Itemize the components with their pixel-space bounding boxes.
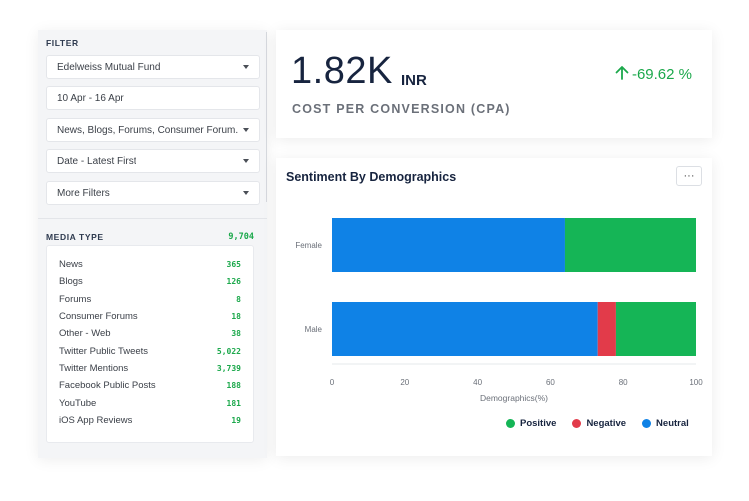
kpi-change: -69.62 %: [615, 65, 692, 84]
chevron-down-icon: [243, 159, 249, 163]
list-item-count: 5,022: [216, 346, 241, 356]
bar-neutral-male[interactable]: [332, 302, 598, 356]
list-item-count: 18: [231, 312, 241, 322]
x-tick-label: 40: [473, 378, 482, 387]
list-item-count: 8: [236, 294, 241, 304]
y-tick-label: Female: [295, 241, 322, 250]
list-item[interactable]: Forums 8: [59, 291, 241, 308]
legend-dot-icon: [642, 419, 652, 428]
legend-label: Positive: [520, 418, 557, 429]
list-item-label: Blogs: [59, 276, 83, 288]
sort-select[interactable]: Date - Latest First: [46, 149, 260, 173]
list-item-label: Twitter Mentions: [59, 362, 129, 374]
kpi-unit: INR: [401, 72, 427, 89]
panel-divider: [266, 32, 267, 202]
list-item-count: 126: [226, 277, 241, 287]
x-axis-label: Demographics(%): [480, 393, 548, 403]
list-item-count: 188: [226, 381, 241, 391]
list-item[interactable]: Facebook Public Posts 188: [59, 377, 241, 394]
list-item-count: 3,739: [216, 363, 241, 373]
list-item[interactable]: Blogs 126: [59, 273, 241, 290]
date-range-value: 10 Apr - 16 Apr: [57, 92, 124, 104]
more-filters-select[interactable]: More Filters: [46, 181, 260, 205]
list-item-label: Other - Web: [59, 328, 111, 340]
filter-panel: FILTER Edelweiss Mutual Fund 10 Apr - 16…: [38, 30, 267, 458]
sources-select-value: News, Blogs, Forums, Consumer Forum...: [57, 124, 239, 136]
arrow-up-icon: [615, 65, 629, 84]
bar-positive-male[interactable]: [615, 302, 696, 356]
legend-label: Neutral: [656, 418, 689, 429]
list-item-count: 365: [226, 260, 241, 270]
legend-item-neutral[interactable]: Neutral: [642, 418, 689, 429]
chart-legend: Positive Negative Neutral: [506, 418, 689, 429]
legend-label: Negative: [586, 418, 627, 429]
list-item-label: Consumer Forums: [59, 311, 138, 323]
list-item-label: Twitter Public Tweets: [59, 345, 149, 357]
list-item-count: 181: [226, 398, 241, 408]
x-tick-label: 80: [619, 378, 628, 387]
x-tick-label: 100: [689, 378, 703, 387]
legend-item-positive[interactable]: Positive: [506, 418, 556, 429]
list-item-label: iOS App Reviews: [59, 414, 133, 426]
list-item-count: 38: [231, 329, 241, 339]
date-range-field[interactable]: 10 Apr - 16 Apr: [46, 86, 260, 110]
sentiment-chart-card: Sentiment By Demographics ··· Female Male…: [276, 158, 712, 456]
sources-select[interactable]: News, Blogs, Forums, Consumer Forum...: [46, 118, 260, 142]
y-tick-label: Male: [305, 325, 323, 334]
chevron-down-icon: [243, 128, 249, 132]
list-item-label: Facebook Public Posts: [59, 380, 156, 392]
kpi-change-value: -69.62 %: [631, 66, 692, 83]
chevron-down-icon: [243, 191, 249, 195]
list-item-count: 19: [231, 415, 241, 425]
chevron-down-icon: [243, 65, 249, 69]
kpi-label: COST PER CONVERSION (CPA): [292, 102, 511, 116]
bar-negative-male[interactable]: [597, 302, 616, 356]
fund-select[interactable]: Edelweiss Mutual Fund: [46, 55, 260, 79]
kpi-card: 1.82K INR -69.62 % COST PER CONVERSION (…: [276, 30, 712, 138]
sentiment-chart: Female Male 0 20 40 60 80 100 Demographics(%): [295, 218, 703, 403]
media-type-list: News 365 Blogs 126 Forums 8 Consumer For…: [46, 245, 254, 443]
bar-neutral-female[interactable]: [332, 218, 565, 272]
filter-title: FILTER: [46, 38, 79, 48]
list-item-label: News: [59, 259, 83, 271]
legend-item-negative[interactable]: Negative: [572, 418, 626, 429]
fund-select-value: Edelweiss Mutual Fund: [57, 61, 161, 73]
list-item[interactable]: News 365: [59, 256, 241, 273]
media-type-total: 9,704: [228, 232, 254, 242]
section-divider: [38, 218, 267, 219]
list-item[interactable]: Twitter Mentions 3,739: [59, 360, 241, 377]
bar-positive-female[interactable]: [564, 218, 696, 272]
list-item-label: Forums: [59, 293, 92, 305]
media-type-title: MEDIA TYPE: [46, 232, 104, 242]
list-item[interactable]: YouTube 181: [59, 394, 241, 411]
chart-title: Sentiment By Demographics: [286, 170, 457, 184]
list-item-label: YouTube: [59, 397, 97, 409]
legend-dot-icon: [506, 419, 515, 428]
sort-select-value: Date - Latest First: [57, 155, 137, 167]
list-item[interactable]: Twitter Public Tweets 5,022: [59, 342, 241, 359]
more-filters-label: More Filters: [57, 187, 110, 199]
kpi-value: 1.82K: [291, 50, 393, 92]
x-tick-label: 20: [400, 378, 409, 387]
list-item[interactable]: iOS App Reviews 19: [59, 412, 241, 429]
list-item[interactable]: Other - Web 38: [59, 325, 241, 342]
more-options-button[interactable]: ···: [676, 166, 702, 186]
legend-dot-icon: [572, 419, 582, 428]
x-tick-label: 60: [546, 378, 555, 387]
x-tick-label: 0: [330, 378, 335, 387]
list-item[interactable]: Consumer Forums 18: [59, 308, 241, 325]
